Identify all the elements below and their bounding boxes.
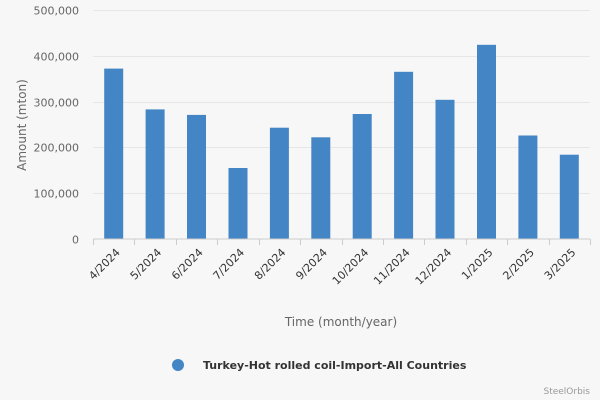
bar[interactable] — [352, 114, 372, 239]
x-tick-label: 8/2024 — [252, 246, 289, 283]
bar[interactable] — [187, 114, 206, 239]
x-tick-label: 9/2024 — [293, 246, 330, 283]
bars — [104, 44, 579, 240]
y-tick-label: 400,000 — [34, 51, 80, 64]
y-tick-label: 100,000 — [34, 188, 80, 201]
gridlines — [93, 10, 590, 194]
bar[interactable] — [394, 71, 414, 239]
x-tick-label: 4/2024 — [86, 246, 123, 283]
y-tick-label: 0 — [72, 234, 79, 247]
y-tick-label: 300,000 — [34, 97, 80, 110]
legend-label: Turkey-Hot rolled coil-Import-All Countr… — [203, 359, 467, 372]
bar[interactable] — [104, 68, 124, 239]
x-tick-label: 5/2024 — [128, 246, 165, 283]
bar[interactable] — [477, 44, 496, 239]
x-tick-label: 10/2024 — [330, 246, 372, 288]
x-axis-tick-labels: 4/2024 5/2024 6/2024 7/2024 8/2024 9/2024 10/2… — [86, 246, 578, 288]
bar[interactable] — [269, 127, 289, 239]
y-tick-label: 200,000 — [34, 142, 80, 155]
y-tick-label: 500,000 — [34, 5, 80, 18]
credits-link[interactable]: SteelOrbis — [543, 387, 590, 397]
x-tick-label: 2/2025 — [500, 246, 537, 283]
bar[interactable] — [145, 109, 165, 240]
legend[interactable]: Turkey-Hot rolled coil-Import-All Countr… — [172, 359, 467, 372]
y-axis-tick-labels: 0 100,000 200,000 300,000 400,000 500,000 — [34, 5, 80, 247]
y-axis-title: Amount (mton) — [15, 79, 29, 171]
bar[interactable] — [435, 99, 455, 239]
x-tick-label: 12/2024 — [413, 246, 455, 288]
bar[interactable] — [559, 154, 579, 239]
bar[interactable] — [518, 135, 538, 240]
x-tick-label: 3/2025 — [542, 246, 579, 283]
x-axis-tick-marks — [93, 239, 591, 245]
x-tick-label: 6/2024 — [169, 246, 206, 283]
x-axis-title: Time (month/year) — [284, 315, 397, 329]
x-tick-label: 1/2025 — [459, 246, 496, 283]
legend-marker — [172, 359, 184, 371]
x-tick-label: 11/2024 — [371, 246, 413, 288]
bar[interactable] — [228, 168, 248, 239]
bar[interactable] — [311, 137, 331, 239]
x-tick-label: 7/2024 — [211, 246, 248, 283]
